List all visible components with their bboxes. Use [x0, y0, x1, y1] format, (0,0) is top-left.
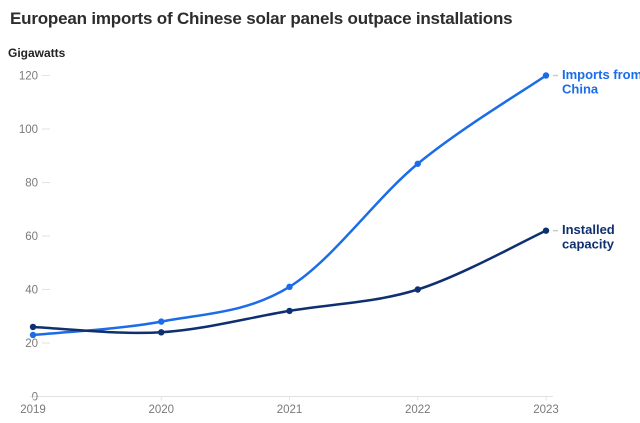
- series-label-imports-from-china: Imports from China: [562, 67, 640, 97]
- y-tick-label: 60: [25, 231, 38, 243]
- series-line-imports-from-china: [31, 74, 548, 337]
- x-tick-label: 2019: [20, 404, 46, 416]
- y-tick-label: 20: [25, 338, 38, 350]
- x-tick-label: 2023: [533, 404, 559, 416]
- data-point-imports-from-china: [286, 283, 293, 291]
- y-tick-label: 0: [32, 392, 38, 404]
- data-point-installed-capacity: [29, 323, 37, 331]
- data-point-imports-from-china: [414, 160, 421, 167]
- series-line-installed-capacity: [31, 229, 548, 335]
- y-tick-label: 40: [25, 285, 38, 297]
- data-point-imports-from-china: [29, 331, 37, 339]
- x-tick-label: 2020: [148, 404, 174, 416]
- chart-title: European imports of Chinese solar panels…: [10, 9, 513, 28]
- data-point-imports-from-china: [158, 318, 165, 325]
- x-tick-label: 2022: [405, 404, 431, 416]
- data-point-installed-capacity: [286, 307, 293, 315]
- data-point-installed-capacity: [542, 227, 550, 234]
- data-point-installed-capacity: [414, 286, 421, 293]
- y-tick-label: 100: [19, 124, 38, 136]
- data-point-imports-from-china: [542, 72, 550, 79]
- series-label-installed-capacity: Installed capacity: [562, 222, 615, 252]
- y-axis-units-label: Gigawatts: [8, 46, 66, 60]
- y-tick-label: 120: [19, 71, 38, 83]
- x-tick-label: 2021: [277, 404, 303, 416]
- data-point-installed-capacity: [158, 329, 165, 336]
- y-tick-label: 80: [25, 178, 38, 190]
